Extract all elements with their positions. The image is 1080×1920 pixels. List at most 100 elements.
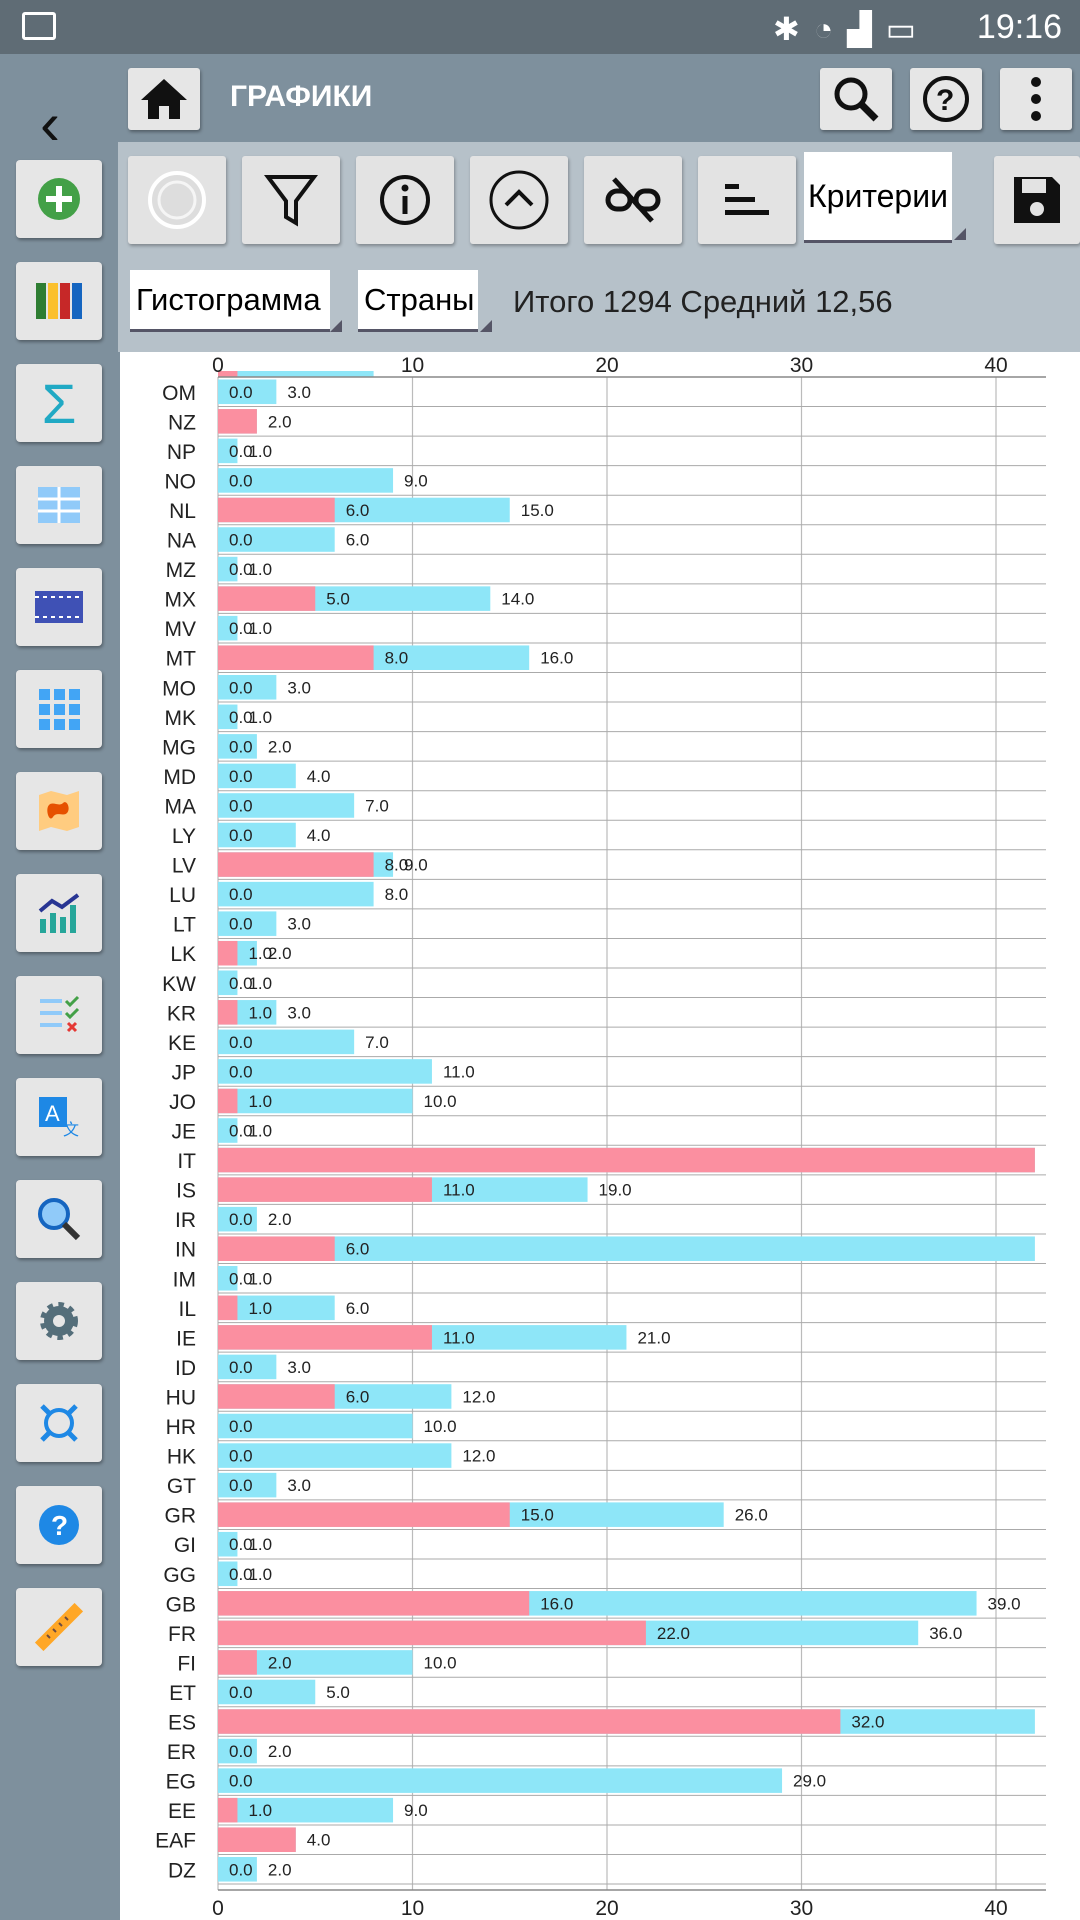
filter-button[interactable] — [242, 156, 340, 244]
bar-blue — [218, 615, 238, 641]
chart-area: 0 0 10 10 20 20 30 30 40 40 OM 0.0 3.0 NZ 2.0 NP 0.0 1.0 N… — [120, 352, 1080, 1920]
film-icon[interactable] — [16, 568, 102, 646]
bar-red — [218, 1650, 257, 1675]
data-label-red: 4.0 — [307, 1831, 331, 1850]
data-label-red: 0.0 — [229, 974, 253, 993]
home-button[interactable] — [128, 68, 200, 130]
checklist-icon[interactable] — [16, 976, 102, 1054]
data-label-blue: 2.0 — [268, 1210, 292, 1229]
svg-text:?: ? — [51, 1510, 68, 1541]
clock: 19:16 — [976, 8, 1062, 46]
x-tick-label-bottom: 20 — [595, 1897, 618, 1920]
bar-blue — [218, 1295, 335, 1321]
y-tick-label: ES — [168, 1712, 196, 1735]
chevron-up-icon — [489, 170, 549, 230]
menu-button[interactable] — [1000, 68, 1072, 130]
dropdown-arrow-icon — [954, 228, 966, 240]
data-label-red: 0.0 — [229, 1269, 253, 1288]
data-label-red: 0.0 — [229, 619, 253, 638]
svg-text:文: 文 — [63, 1121, 79, 1139]
y-tick-label: ER — [167, 1741, 196, 1764]
partial-bar — [218, 371, 374, 377]
bar-red — [218, 1709, 841, 1734]
y-tick-label: DZ — [168, 1859, 196, 1882]
y-tick-label: LY — [172, 825, 196, 848]
save-button[interactable] — [994, 156, 1080, 244]
help-icon[interactable]: ? — [16, 1486, 102, 1564]
y-tick-label: NZ — [168, 411, 196, 434]
bar-red — [218, 1620, 646, 1646]
data-label-blue: 1.0 — [248, 1535, 272, 1554]
bar-red — [218, 586, 316, 611]
sort-button[interactable] — [698, 156, 796, 244]
y-tick-label: GT — [167, 1475, 196, 1498]
bluetooth-icon: ✱ — [773, 11, 814, 47]
bar-blue — [218, 556, 238, 582]
data-label-red: 0.0 — [229, 1476, 253, 1495]
group-by-select[interactable]: Страны — [358, 270, 478, 332]
table-icon[interactable] — [16, 466, 102, 544]
data-label-red: 11.0 — [443, 1181, 475, 1200]
data-label-blue: 6.0 — [346, 1299, 370, 1318]
ruler-icon[interactable] — [16, 1588, 102, 1666]
bar-blue — [218, 1118, 238, 1143]
y-tick-label: MT — [166, 648, 196, 671]
data-label-blue: 1.0 — [248, 1269, 272, 1288]
data-label-blue: 9.0 — [404, 856, 428, 875]
chart-type-select[interactable]: Гистограмма — [130, 270, 330, 332]
bar-blue — [218, 468, 394, 493]
bar-red — [218, 1295, 238, 1321]
sum-icon[interactable]: Σ — [16, 364, 102, 442]
x-tick-label-top: 10 — [401, 354, 424, 377]
data-label-blue: 1.0 — [248, 1565, 272, 1584]
sort-icon — [725, 184, 769, 215]
grid-icon[interactable] — [16, 670, 102, 748]
unlink-button[interactable] — [584, 156, 682, 244]
data-label-red: 1.0 — [248, 1801, 272, 1820]
bar-red — [218, 1177, 432, 1202]
back-icon[interactable]: ‹ — [40, 90, 60, 157]
data-label-red: 0.0 — [229, 560, 253, 579]
search-button[interactable] — [820, 68, 892, 130]
y-tick-label: NP — [167, 441, 196, 464]
data-label-blue: 3.0 — [287, 678, 311, 697]
tools-icon[interactable] — [16, 1384, 102, 1462]
search-icon[interactable] — [16, 1180, 102, 1258]
settings-icon[interactable] — [16, 1282, 102, 1360]
y-tick-label: MO — [162, 677, 196, 700]
map-icon[interactable] — [16, 772, 102, 850]
chart-icon[interactable] — [16, 874, 102, 952]
y-tick-label: GG — [163, 1564, 196, 1587]
y-tick-label: MG — [162, 736, 196, 759]
info-button[interactable] — [356, 156, 454, 244]
criteria-dropdown[interactable]: Критерии — [804, 152, 952, 243]
coin-icon — [148, 171, 206, 229]
data-label-blue: 26.0 — [735, 1506, 768, 1525]
books-icon[interactable] — [16, 262, 102, 340]
data-label-red: 0.0 — [229, 1358, 253, 1377]
add-icon[interactable] — [16, 160, 102, 238]
data-label-red: 0.0 — [229, 1210, 253, 1229]
x-tick-label-bottom: 30 — [790, 1897, 813, 1920]
y-tick-label: IR — [175, 1209, 196, 1232]
bar-blue — [218, 1797, 394, 1823]
y-tick-label: MK — [165, 707, 197, 730]
help-button[interactable]: ? — [910, 68, 982, 130]
data-label-blue: 3.0 — [287, 915, 311, 934]
coin-button[interactable] — [128, 156, 226, 244]
data-label-blue: 29.0 — [793, 1772, 826, 1791]
bar-blue — [218, 763, 296, 789]
data-label-red: 0.0 — [229, 383, 253, 402]
x-tick-label-top: 40 — [984, 354, 1007, 377]
bar-blue — [218, 1679, 316, 1705]
partial-bar — [218, 371, 238, 377]
data-label-red: 1.0 — [248, 944, 272, 963]
y-tick-label: HK — [167, 1446, 196, 1469]
data-label-blue: 14.0 — [501, 590, 534, 609]
collapse-button[interactable] — [470, 156, 568, 244]
bar-red — [218, 1088, 238, 1114]
data-label-blue: 19.0 — [599, 1181, 632, 1200]
toolbar: Критерии — [118, 142, 1080, 252]
y-tick-label: LK — [170, 943, 196, 966]
